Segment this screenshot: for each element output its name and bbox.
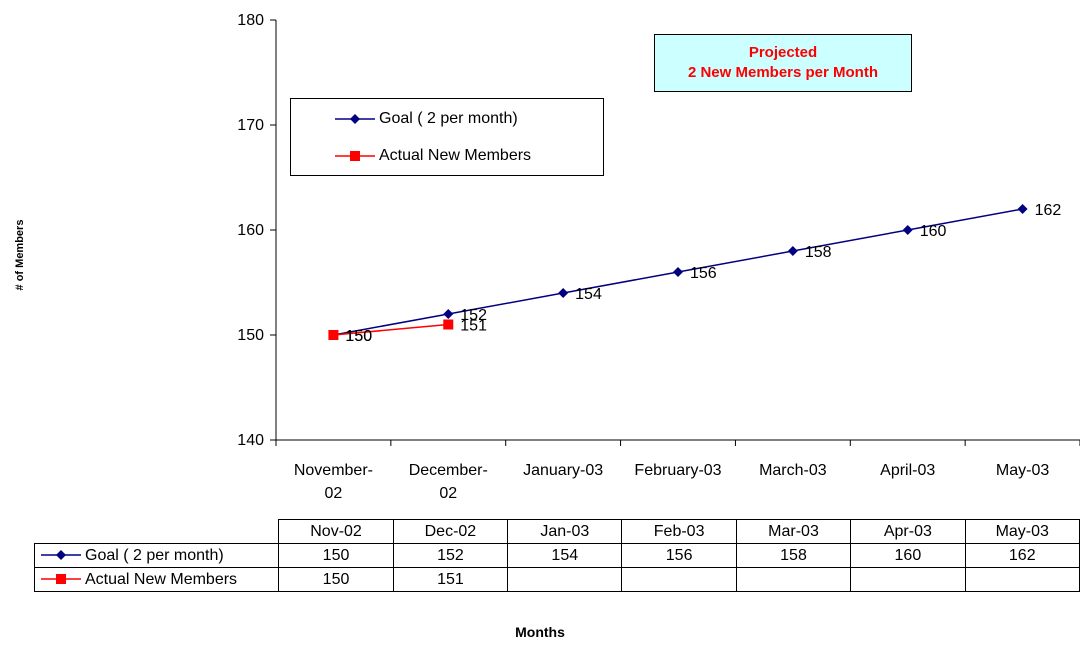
column-header: Feb-03 [621,519,737,544]
data-label: 150 [345,328,372,345]
data-label: 151 [460,318,487,335]
data-label: 160 [920,223,947,240]
data-table: Nov-02 Dec-02 Jan-03 Feb-03 Mar-03 Apr-0… [33,519,1080,592]
data-label: 156 [690,265,717,282]
data-table-corner [35,520,279,544]
y-tick-label: 140 [237,432,264,449]
legend: Goal ( 2 per month) Actual New Members [290,98,604,176]
data-label: 152 [460,307,487,324]
data-point-square [328,330,339,340]
data-point-diamond [673,267,683,277]
x-tick-label: April-03 [880,462,935,479]
row-label-goal: Goal ( 2 per month) [85,546,224,564]
row-header-actual: Actual New Members [33,567,280,592]
table-cell [507,567,623,592]
table-cell: 150 [278,567,394,592]
data-point-square [443,319,454,330]
column-header: Dec-02 [392,519,509,544]
table-cell: 150 [278,543,394,568]
x-tick-label: December- [409,462,488,479]
table-cell [621,567,737,592]
table-cell [850,567,966,592]
x-tick-label: March-03 [759,462,827,479]
data-point-diamond [443,309,454,319]
table-cell: 156 [621,543,737,568]
table-cell [964,567,1080,592]
column-header: May-03 [964,519,1080,544]
table-cell [735,567,852,592]
x-tick-label: 02 [439,485,457,502]
data-label: 158 [805,244,832,261]
table-cell: 154 [507,543,623,568]
y-axis-title: # of Members [14,219,26,291]
series-line-1 [333,323,449,336]
y-tick-label: 160 [237,222,264,239]
table-cell: 162 [964,543,1080,568]
diamond-marker-icon [41,550,81,561]
y-tick-label: 180 [237,12,264,29]
data-table-row-goal: Goal ( 2 per month) 150 152 154 156 158 … [33,543,1080,568]
table-cell: 152 [392,543,509,568]
data-table-row-actual: Actual New Members 150 151 [33,567,1080,592]
column-header: Apr-03 [850,519,966,544]
data-point-diamond [558,288,569,298]
table-cell: 151 [392,567,509,592]
legend-label-goal: Goal ( 2 per month) [379,110,518,127]
data-label: 162 [1035,202,1062,219]
square-marker-icon [41,574,81,585]
square-marker-icon [335,151,375,161]
annotation-line-2: 2 New Members per Month [687,64,879,81]
row-header-goal: Goal ( 2 per month) [33,543,280,568]
x-tick-label: May-03 [996,462,1049,479]
column-header: Nov-02 [278,519,394,544]
data-point-diamond [787,246,798,256]
x-tick-label: January-03 [523,462,603,479]
annotation-line-1: Projected [748,44,818,61]
data-point-diamond [1017,204,1028,214]
x-axis-title: Months [515,624,565,640]
y-axis-title-wrap: # of Members [10,220,30,291]
x-tick-label: 02 [325,485,343,502]
diamond-marker-icon [335,114,375,124]
projection-annotation: Projected 2 New Members per Month [654,34,912,92]
legend-label-actual: Actual New Members [379,147,532,164]
column-header: Jan-03 [507,519,623,544]
x-tick-label: November- [294,462,373,479]
row-label-actual: Actual New Members [85,570,238,588]
x-tick-label: February-03 [634,462,721,479]
table-cell: 160 [850,543,966,568]
data-point-diamond [902,225,913,235]
table-cell: 158 [735,543,852,568]
y-tick-label: 170 [237,117,264,134]
data-label: 154 [575,286,602,303]
data-table-header-row: Nov-02 Dec-02 Jan-03 Feb-03 Mar-03 Apr-0… [35,519,1080,544]
column-header: Mar-03 [735,519,852,544]
y-tick-label: 150 [237,327,264,344]
